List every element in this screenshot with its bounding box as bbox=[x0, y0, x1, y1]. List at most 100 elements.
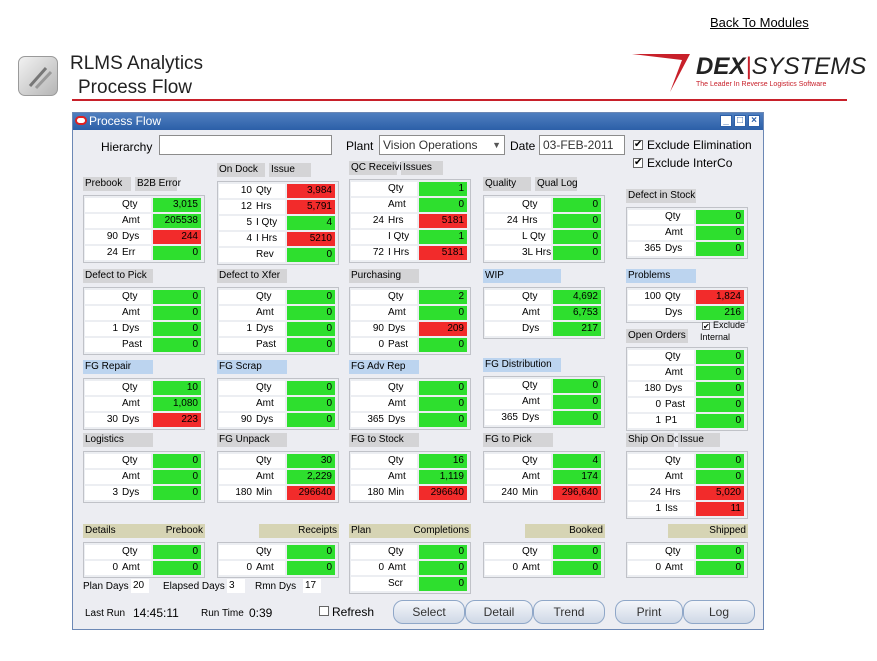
quality-row-value[interactable]: 0 bbox=[553, 230, 601, 244]
defpick-row-value[interactable]: 0 bbox=[153, 338, 201, 352]
exclude-elimination-checkbox[interactable]: ✔ bbox=[633, 139, 643, 150]
problems-title[interactable]: Problems bbox=[626, 269, 696, 283]
logistics-row-value[interactable]: 0 bbox=[153, 486, 201, 500]
defxfer-row-value[interactable]: 0 bbox=[287, 290, 335, 304]
shipondock-subtitle[interactable]: Issue bbox=[678, 433, 720, 447]
qcrec-subtitle[interactable]: Issues bbox=[401, 161, 443, 175]
prebook-row-value[interactable]: 244 bbox=[153, 230, 201, 244]
exclude-interco-checkbox[interactable]: ✔ bbox=[633, 157, 643, 168]
wip-title[interactable]: WIP bbox=[483, 269, 561, 283]
fgtopick-row-value[interactable]: 296,640 bbox=[553, 486, 601, 500]
openorders-row-value[interactable]: 0 bbox=[696, 414, 744, 428]
fgrepair-row-value[interactable]: 223 bbox=[153, 413, 201, 427]
receipts-subtitle[interactable]: Receipts bbox=[259, 524, 339, 538]
logistics-row-value[interactable]: 0 bbox=[153, 454, 201, 468]
plan-row-value[interactable]: 0 bbox=[419, 577, 467, 591]
fgrepair-row-value[interactable]: 1,080 bbox=[153, 397, 201, 411]
qcrec-row-value[interactable]: 1 bbox=[419, 230, 467, 244]
defpick-row-value[interactable]: 0 bbox=[153, 306, 201, 320]
qcrec-title[interactable]: QC Receiving bbox=[349, 161, 413, 175]
quality-row-value[interactable]: 0 bbox=[553, 214, 601, 228]
purchasing-row-value[interactable]: 0 bbox=[419, 338, 467, 352]
receipts-row-value[interactable]: 0 bbox=[287, 545, 335, 559]
fgdist-row-value[interactable]: 0 bbox=[553, 395, 601, 409]
shipondock-row-value[interactable]: 0 bbox=[696, 454, 744, 468]
qcrec-row-value[interactable]: 0 bbox=[419, 198, 467, 212]
prebook-row-value[interactable]: 3,015 bbox=[153, 198, 201, 212]
fgtostock-row-value[interactable]: 16 bbox=[419, 454, 467, 468]
fgdist-title[interactable]: FG Distribution bbox=[483, 358, 561, 372]
exclude-internal-checkbox[interactable]: ✔ bbox=[702, 322, 710, 331]
logistics-row-value[interactable]: 0 bbox=[153, 470, 201, 484]
fgtostock-title[interactable]: FG to Stock bbox=[349, 433, 419, 447]
prebook-row-value[interactable]: 0 bbox=[153, 246, 201, 260]
quality-row-value[interactable]: 0 bbox=[553, 198, 601, 212]
purchasing-title[interactable]: Purchasing bbox=[349, 269, 419, 283]
defpick-title[interactable]: Defect to Pick bbox=[83, 269, 153, 283]
fgdist-row-value[interactable]: 0 bbox=[553, 379, 601, 393]
fgadvrep-row-value[interactable]: 0 bbox=[419, 381, 467, 395]
booked-row-value[interactable]: 0 bbox=[553, 545, 601, 559]
fgscrap-row-value[interactable]: 0 bbox=[287, 381, 335, 395]
print-button[interactable]: Print bbox=[615, 600, 683, 624]
fgtostock-row-value[interactable]: 1,119 bbox=[419, 470, 467, 484]
openorders-row-value[interactable]: 0 bbox=[696, 350, 744, 364]
fgunpack-row-value[interactable]: 2,229 bbox=[287, 470, 335, 484]
plant-select[interactable]: Vision Operations ▼ bbox=[379, 135, 505, 155]
fgunpack-row-value[interactable]: 296640 bbox=[287, 486, 335, 500]
fgadvrep-row-value[interactable]: 0 bbox=[419, 397, 467, 411]
shipondock-row-value[interactable]: 5,020 bbox=[696, 486, 744, 500]
shipped-subtitle[interactable]: Shipped bbox=[668, 524, 748, 538]
receipts-row-value[interactable]: 0 bbox=[287, 561, 335, 575]
plan-row-value[interactable]: 0 bbox=[419, 545, 467, 559]
close-icon[interactable]: × bbox=[748, 115, 760, 127]
select-button[interactable]: Select bbox=[393, 600, 465, 624]
openorders-row-value[interactable]: 0 bbox=[696, 382, 744, 396]
purchasing-row-value[interactable]: 209 bbox=[419, 322, 467, 336]
hierarchy-input[interactable] bbox=[159, 135, 332, 155]
fgunpack-title[interactable]: FG Unpack bbox=[217, 433, 287, 447]
defstock-row-value[interactable]: 0 bbox=[696, 226, 744, 240]
trend-button[interactable]: Trend bbox=[533, 600, 605, 624]
fgscrap-title[interactable]: FG Scrap bbox=[217, 360, 287, 374]
shipondock-title[interactable]: Ship On Dock bbox=[626, 433, 690, 447]
window-titlebar[interactable]: Process Flow _ □ × bbox=[73, 113, 763, 130]
ondock-row-value[interactable]: 0 bbox=[287, 248, 335, 262]
quality-title[interactable]: Quality bbox=[483, 177, 531, 191]
qcrec-row-value[interactable]: 5181 bbox=[419, 214, 467, 228]
purchasing-row-value[interactable]: 0 bbox=[419, 306, 467, 320]
fgscrap-row-value[interactable]: 0 bbox=[287, 413, 335, 427]
quality-row-value[interactable]: 0 bbox=[553, 246, 601, 260]
wip-row-value[interactable]: 217 bbox=[553, 322, 601, 336]
defxfer-row-value[interactable]: 0 bbox=[287, 322, 335, 336]
openorders-row-value[interactable]: 0 bbox=[696, 366, 744, 380]
logistics-title[interactable]: Logistics bbox=[83, 433, 153, 447]
problems-row-value[interactable]: 1,824 bbox=[696, 290, 744, 304]
qcrec-row-value[interactable]: 1 bbox=[419, 182, 467, 196]
fgtopick-row-value[interactable]: 4 bbox=[553, 454, 601, 468]
ondock-row-value[interactable]: 4 bbox=[287, 216, 335, 230]
fgtopick-row-value[interactable]: 174 bbox=[553, 470, 601, 484]
details-subtitle[interactable]: Prebook bbox=[127, 524, 205, 538]
fgscrap-row-value[interactable]: 0 bbox=[287, 397, 335, 411]
openorders-row-value[interactable]: 0 bbox=[696, 398, 744, 412]
plan-subtitle[interactable]: Completions bbox=[393, 524, 471, 538]
ondock-row-value[interactable]: 5,791 bbox=[287, 200, 335, 214]
fgadvrep-title[interactable]: FG Adv Rep bbox=[349, 360, 419, 374]
problems-row-value[interactable]: 216 bbox=[696, 306, 744, 320]
details-title[interactable]: Details bbox=[83, 524, 131, 538]
qcrec-row-value[interactable]: 5181 bbox=[419, 246, 467, 260]
wip-row-value[interactable]: 4,692 bbox=[553, 290, 601, 304]
back-to-modules-link[interactable]: Back To Modules bbox=[710, 15, 809, 30]
fgtostock-row-value[interactable]: 296640 bbox=[419, 486, 467, 500]
ondock-row-value[interactable]: 3,984 bbox=[287, 184, 335, 198]
ondock-row-value[interactable]: 5210 bbox=[287, 232, 335, 246]
booked-row-value[interactable]: 0 bbox=[553, 561, 601, 575]
defstock-title[interactable]: Defect in Stock bbox=[626, 189, 696, 203]
defpick-row-value[interactable]: 0 bbox=[153, 322, 201, 336]
fgunpack-row-value[interactable]: 30 bbox=[287, 454, 335, 468]
prebook-row-value[interactable]: 205538 bbox=[153, 214, 201, 228]
defstock-row-value[interactable]: 0 bbox=[696, 210, 744, 224]
maximize-icon[interactable]: □ bbox=[734, 115, 746, 127]
defpick-row-value[interactable]: 0 bbox=[153, 290, 201, 304]
